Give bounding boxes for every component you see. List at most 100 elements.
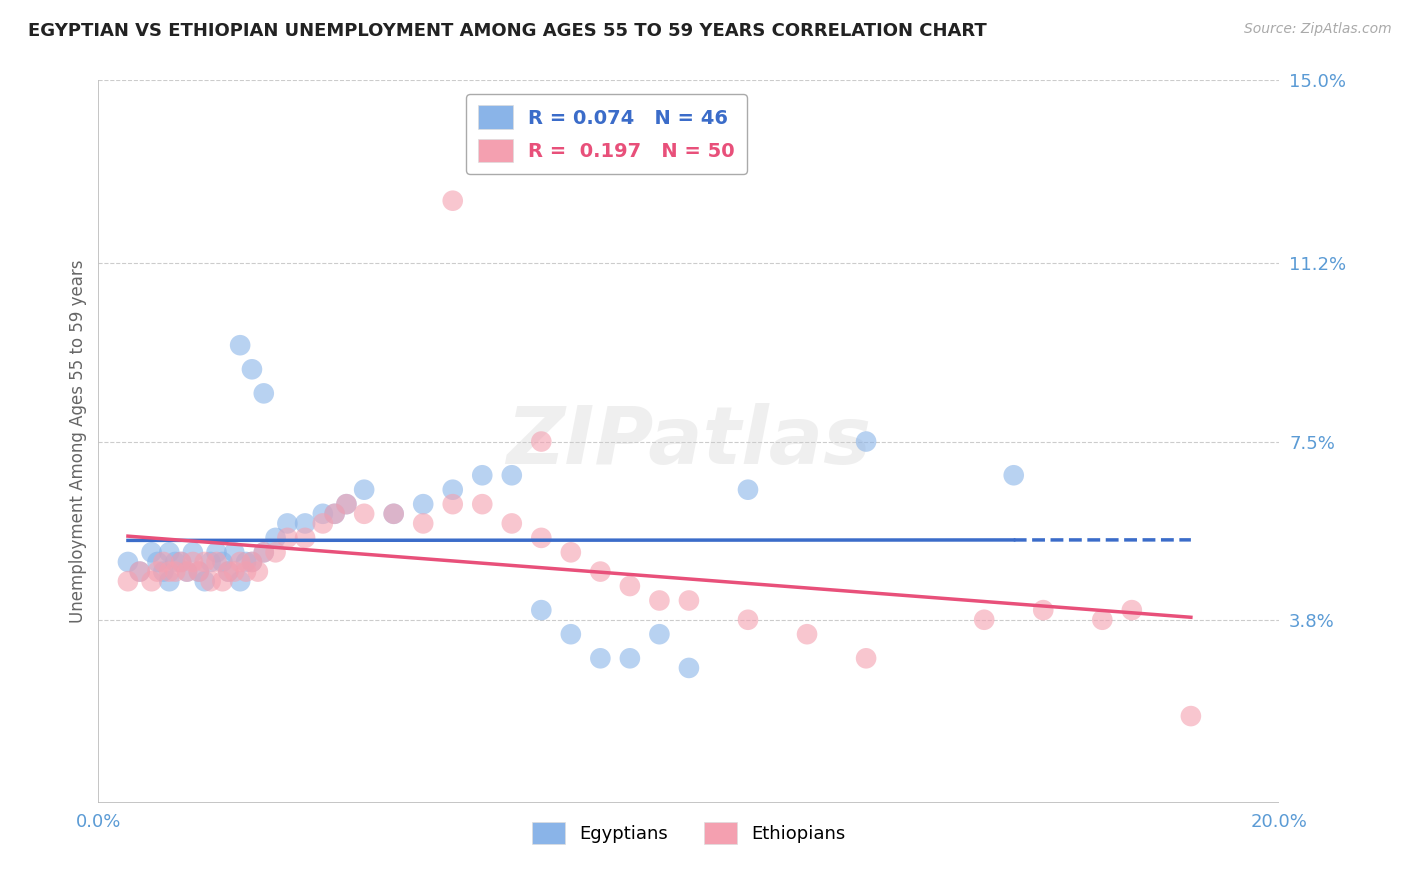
Point xyxy=(560,627,582,641)
Point xyxy=(678,593,700,607)
Point xyxy=(217,565,239,579)
Point xyxy=(152,565,174,579)
Point xyxy=(224,545,246,559)
Point xyxy=(181,555,204,569)
Point xyxy=(1032,603,1054,617)
Legend: Egyptians, Ethiopians: Egyptians, Ethiopians xyxy=(526,815,852,852)
Point xyxy=(194,555,217,569)
Point xyxy=(211,574,233,589)
Point xyxy=(264,531,287,545)
Point xyxy=(229,338,252,352)
Point xyxy=(294,516,316,531)
Point xyxy=(229,574,252,589)
Point xyxy=(530,531,553,545)
Point xyxy=(240,555,263,569)
Point xyxy=(170,555,193,569)
Point xyxy=(619,579,641,593)
Point xyxy=(335,497,357,511)
Point xyxy=(217,565,239,579)
Point xyxy=(165,555,187,569)
Point xyxy=(589,651,612,665)
Point xyxy=(176,565,198,579)
Point xyxy=(530,603,553,617)
Point xyxy=(229,555,252,569)
Point xyxy=(246,565,269,579)
Point xyxy=(855,434,877,449)
Point xyxy=(294,531,316,545)
Point xyxy=(157,565,180,579)
Y-axis label: Unemployment Among Ages 55 to 59 years: Unemployment Among Ages 55 to 59 years xyxy=(69,260,87,624)
Point xyxy=(471,497,494,511)
Point xyxy=(157,545,180,559)
Point xyxy=(441,483,464,497)
Point xyxy=(211,555,233,569)
Point xyxy=(1121,603,1143,617)
Point xyxy=(796,627,818,641)
Point xyxy=(157,574,180,589)
Point xyxy=(240,555,263,569)
Point xyxy=(276,531,298,545)
Point xyxy=(530,434,553,449)
Point xyxy=(312,507,335,521)
Point xyxy=(146,565,169,579)
Point xyxy=(501,516,523,531)
Point xyxy=(141,545,163,559)
Text: EGYPTIAN VS ETHIOPIAN UNEMPLOYMENT AMONG AGES 55 TO 59 YEARS CORRELATION CHART: EGYPTIAN VS ETHIOPIAN UNEMPLOYMENT AMONG… xyxy=(28,22,987,40)
Point xyxy=(146,555,169,569)
Point xyxy=(235,565,257,579)
Point xyxy=(737,613,759,627)
Point xyxy=(205,545,228,559)
Point xyxy=(152,555,174,569)
Point xyxy=(312,516,335,531)
Point xyxy=(973,613,995,627)
Point xyxy=(235,555,257,569)
Point xyxy=(353,507,375,521)
Point xyxy=(264,545,287,559)
Point xyxy=(441,194,464,208)
Point xyxy=(194,574,217,589)
Point xyxy=(200,555,222,569)
Point xyxy=(165,565,187,579)
Point xyxy=(117,574,139,589)
Text: Source: ZipAtlas.com: Source: ZipAtlas.com xyxy=(1244,22,1392,37)
Point xyxy=(1091,613,1114,627)
Point xyxy=(471,468,494,483)
Point xyxy=(335,497,357,511)
Point xyxy=(323,507,346,521)
Point xyxy=(205,555,228,569)
Point xyxy=(176,565,198,579)
Point xyxy=(1002,468,1025,483)
Point xyxy=(501,468,523,483)
Point xyxy=(170,555,193,569)
Point xyxy=(253,386,276,401)
Point xyxy=(441,497,464,511)
Point xyxy=(737,483,759,497)
Point xyxy=(589,565,612,579)
Point xyxy=(240,362,263,376)
Point xyxy=(200,574,222,589)
Point xyxy=(412,516,434,531)
Point xyxy=(648,627,671,641)
Text: ZIPatlas: ZIPatlas xyxy=(506,402,872,481)
Point xyxy=(141,574,163,589)
Point xyxy=(253,545,276,559)
Point xyxy=(382,507,405,521)
Point xyxy=(187,565,209,579)
Point xyxy=(412,497,434,511)
Point xyxy=(224,565,246,579)
Point xyxy=(128,565,150,579)
Point xyxy=(253,545,276,559)
Point xyxy=(323,507,346,521)
Point xyxy=(117,555,139,569)
Point xyxy=(1180,709,1202,723)
Point xyxy=(276,516,298,531)
Point xyxy=(678,661,700,675)
Point xyxy=(128,565,150,579)
Point xyxy=(187,565,209,579)
Point xyxy=(382,507,405,521)
Point xyxy=(619,651,641,665)
Point xyxy=(855,651,877,665)
Point xyxy=(560,545,582,559)
Point xyxy=(181,545,204,559)
Point xyxy=(353,483,375,497)
